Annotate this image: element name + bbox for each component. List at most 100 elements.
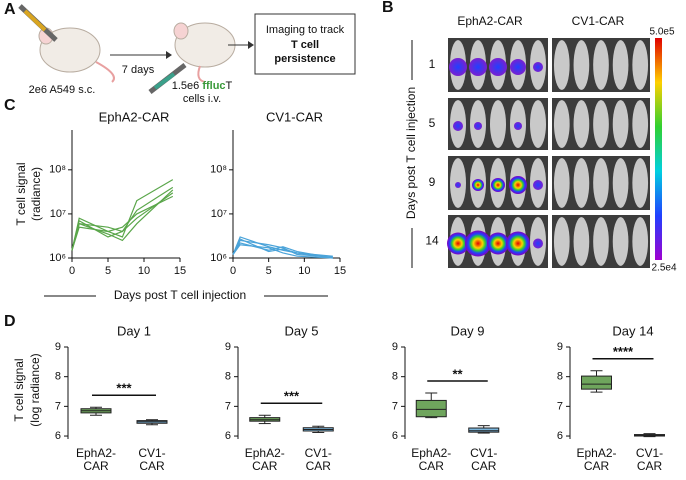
x-tick-label: CV1-CAR	[138, 446, 166, 473]
schematic-text: 1.5e6	[172, 80, 200, 92]
mouse-image	[593, 100, 609, 148]
y-tick-label: 6	[557, 430, 563, 442]
box-text: Imaging to track	[266, 24, 345, 36]
chart-title: CV1-CAR	[266, 109, 323, 124]
row-label: 1	[429, 57, 436, 71]
chart-title: Day 9	[451, 323, 485, 338]
y-tick-label: 8	[225, 371, 231, 383]
y-tick-label: 6	[225, 430, 231, 442]
mouse-image	[612, 217, 629, 266]
significance: **	[452, 366, 463, 381]
x-tick-label: EphA2-CAR	[75, 446, 117, 473]
box	[468, 427, 500, 433]
box	[581, 375, 612, 390]
significance: ***	[284, 389, 300, 404]
colorbar-label: 5.0e5	[649, 27, 674, 38]
y-tick-label: 8	[392, 371, 398, 383]
arrow-head	[248, 41, 254, 49]
mouse-image	[632, 40, 649, 90]
chart-title: Day 5	[285, 323, 319, 338]
x-tick-label: EphA2-CAR	[576, 446, 617, 473]
mouse-image	[612, 40, 629, 90]
y-tick-label: 9	[392, 341, 398, 353]
signal	[514, 122, 522, 130]
box	[415, 399, 447, 418]
schematic-text: 2e6 A549 s.c.	[29, 84, 96, 96]
row-label: 14	[425, 234, 439, 248]
x-tick-label: 15	[334, 265, 346, 277]
signal	[533, 62, 543, 72]
axis-label: (radiance)	[29, 167, 43, 221]
mouse-image	[632, 100, 649, 148]
mouse-image	[632, 158, 649, 208]
y-tick-label: 9	[225, 341, 231, 353]
signal	[449, 58, 467, 76]
schematic-text: cells i.v.	[183, 93, 221, 105]
signal	[506, 231, 530, 256]
mouse-image	[490, 100, 506, 148]
mouse-image	[593, 40, 609, 90]
signal	[472, 179, 484, 191]
panel-label: B	[382, 0, 394, 16]
x-tick-label: 10	[138, 265, 150, 277]
mouse-image	[553, 40, 570, 90]
panel-label: C	[4, 97, 16, 114]
box	[254, 13, 356, 75]
y-tick-label: 7	[392, 400, 398, 412]
panel-label: A	[4, 1, 16, 18]
axis-label: Days post T cell injection	[114, 288, 246, 302]
significance: ****	[613, 344, 634, 359]
series-line	[71, 192, 174, 251]
schematic-text: T	[226, 80, 233, 92]
arrow-head	[166, 51, 172, 59]
x-tick-label: EphA2-CAR	[411, 446, 452, 473]
column-label: EphA2-CAR	[457, 14, 523, 28]
y-tick-label: 10⁶	[49, 252, 66, 264]
signal	[533, 238, 543, 249]
mouse-image	[612, 100, 629, 148]
x-tick-label: EphA2-CAR	[244, 446, 285, 473]
y-tick-label: 10⁷	[50, 208, 66, 220]
y-tick-label: 6	[392, 430, 398, 442]
mouse-image	[553, 158, 570, 208]
mouse-image	[632, 217, 649, 266]
x-tick-label: CV1-CAR	[304, 446, 332, 473]
mouse-image	[612, 158, 629, 208]
mouse-image	[553, 217, 570, 266]
colorbar-label: 2.5e4	[651, 263, 676, 274]
box-text: T cell	[291, 39, 319, 51]
axis-label: T cell signal	[14, 162, 28, 225]
y-tick-label: 10⁸	[210, 164, 227, 176]
x-tick-label: CV1-CAR	[635, 446, 664, 473]
x-tick-label: 5	[105, 265, 111, 277]
y-tick-label: 9	[557, 341, 563, 353]
mouse-image	[593, 158, 609, 208]
axis-label: Days post T cell injection	[404, 87, 418, 219]
series-line	[71, 189, 174, 251]
significance: ***	[116, 381, 132, 396]
mouse-image	[573, 217, 590, 266]
signal	[487, 232, 509, 255]
signal	[447, 232, 469, 255]
x-tick-label: 0	[230, 265, 236, 277]
mouse-icon	[18, 4, 115, 83]
signal	[489, 58, 507, 76]
signal	[465, 230, 491, 257]
x-tick-label: CV1-CAR	[470, 446, 498, 473]
signal	[533, 180, 543, 190]
series-line	[232, 238, 333, 257]
mouse-image	[573, 40, 590, 90]
y-tick-label: 9	[55, 341, 61, 353]
x-tick-label: 15	[174, 265, 186, 277]
axis-label: T cell signal	[12, 358, 26, 421]
y-tick-label: 8	[557, 371, 563, 383]
box-text: persistence	[274, 53, 335, 65]
chart-title: Day 14	[612, 323, 653, 338]
row-label: 9	[429, 175, 436, 189]
series-line	[232, 242, 333, 259]
signal	[455, 182, 461, 188]
chart-title: EphA2-CAR	[99, 109, 170, 124]
mouse-image	[530, 100, 546, 148]
